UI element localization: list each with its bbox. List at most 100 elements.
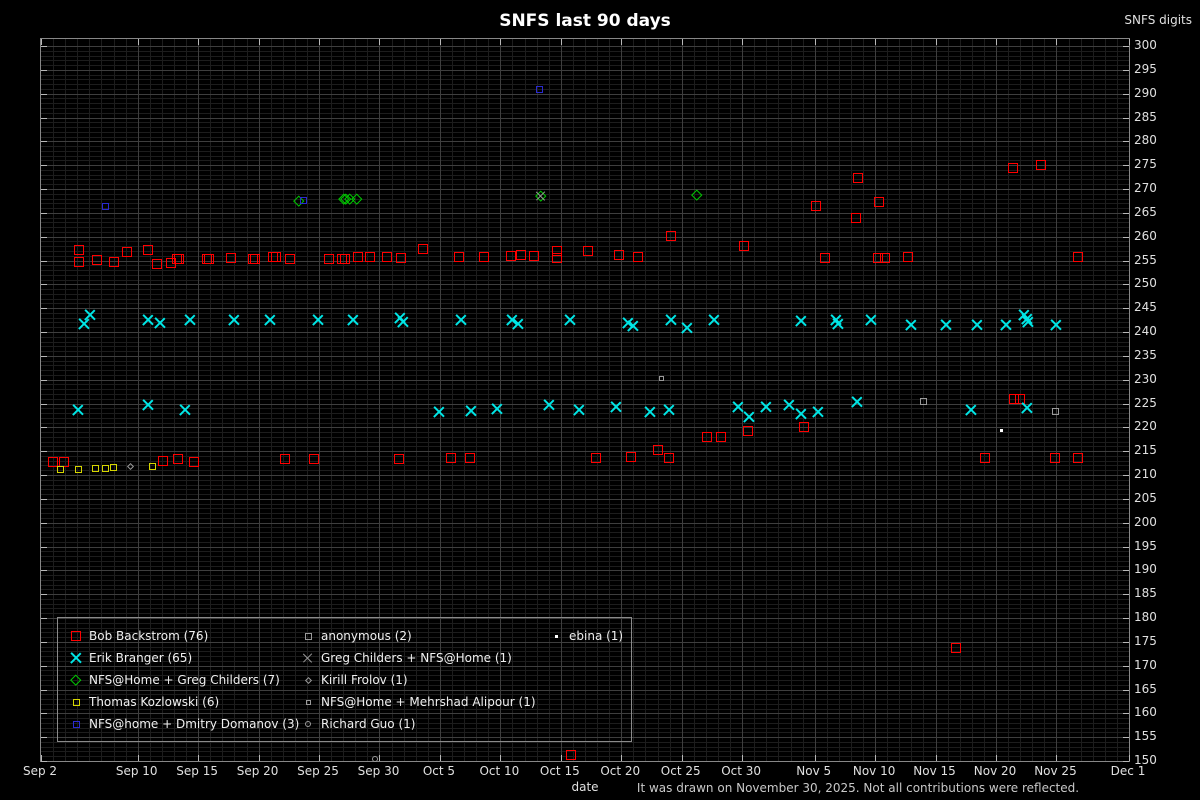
gridline-minor-h — [41, 131, 1129, 133]
gridline-major-h — [41, 332, 1129, 333]
gridline-minor-h — [41, 79, 1129, 81]
tick-right — [1123, 594, 1129, 596]
point-erik-branger — [456, 315, 466, 325]
x-tick-label: Oct 20 — [600, 764, 641, 778]
gridline-minor-h — [41, 222, 1129, 224]
gridline-minor-h — [41, 565, 1129, 567]
tick-bottom — [621, 755, 623, 761]
gridline-minor-h — [41, 150, 1129, 152]
y-tick-label: 260 — [1134, 228, 1157, 243]
y-tick-label: 220 — [1134, 419, 1157, 434]
tick-right — [1123, 46, 1129, 47]
tick-right — [1123, 570, 1129, 572]
tick-left — [41, 522, 47, 524]
point-bob-backstrom — [902, 251, 913, 262]
point-bob-backstrom — [1008, 162, 1019, 173]
point-bob-backstrom — [663, 452, 674, 463]
point-erik-branger — [574, 405, 584, 415]
tick-bottom — [439, 755, 441, 761]
point-erik-branger — [812, 407, 822, 417]
point-bob-backstrom — [478, 251, 489, 262]
point-bob-backstrom — [73, 256, 84, 267]
point-anonymous — [1051, 407, 1059, 415]
point-bob-backstrom — [270, 251, 281, 262]
point-erik-branger — [644, 407, 654, 417]
tick-right — [1123, 236, 1129, 238]
gridline-minor-h — [41, 484, 1129, 486]
point-bob-backstrom — [280, 453, 291, 464]
gridline-minor-h — [41, 327, 1129, 329]
point-bob-backstrom — [872, 253, 883, 264]
point-bob-backstrom — [565, 750, 576, 761]
gridline-minor-v — [705, 39, 707, 761]
gridline-minor-v — [971, 39, 973, 761]
point-bob-backstrom — [446, 452, 457, 463]
tick-top — [742, 39, 744, 45]
tick-right — [1123, 641, 1129, 643]
gridline-minor-v — [778, 39, 780, 761]
gridline-minor-h — [41, 217, 1129, 219]
point-bob-backstrom — [309, 453, 320, 464]
point-bob-backstrom — [339, 253, 350, 264]
x-tick-label: Oct 30 — [721, 764, 762, 778]
gridline-minor-h — [41, 112, 1129, 114]
tick-left — [41, 165, 47, 167]
point-bob-backstrom — [880, 253, 890, 264]
point-erik-branger — [866, 315, 876, 325]
gridline-major-v — [875, 39, 877, 761]
point-ebina — [999, 429, 1003, 433]
tick-left — [41, 451, 47, 453]
gridline-minor-h — [41, 470, 1129, 472]
gridline-minor-h — [41, 227, 1129, 229]
tick-left — [41, 355, 47, 357]
x-tick-label: Nov 10 — [852, 764, 896, 778]
point-bob-backstrom — [158, 456, 169, 467]
tick-bottom — [500, 755, 502, 761]
tick-bottom — [935, 755, 937, 761]
point-bob-backstrom — [506, 250, 517, 261]
legend-box: Bob Backstrom (76) Erik Branger (65) NFS@H… — [57, 617, 632, 742]
gridline-major-h — [41, 355, 1129, 357]
gridline-minor-h — [41, 179, 1129, 181]
point-erik-branger — [1021, 403, 1031, 413]
y-tick-label: 240 — [1134, 324, 1157, 338]
legend-marker-0-0 — [71, 631, 81, 641]
gridline-minor-h — [41, 455, 1129, 457]
tick-bottom — [137, 755, 139, 761]
tick-right — [1123, 475, 1129, 476]
legend-marker-0-4 — [72, 720, 80, 728]
point-erik-branger — [1001, 319, 1011, 329]
point-erik-branger — [85, 310, 95, 320]
tick-left — [41, 46, 47, 47]
legend-label: Thomas Kozlowski (6) — [89, 695, 220, 709]
y-tick-label: 165 — [1134, 681, 1157, 696]
point-erik-branger — [1050, 319, 1060, 329]
gridline-minor-h — [41, 584, 1129, 586]
tick-top — [500, 39, 502, 45]
point-erik-branger — [743, 411, 753, 421]
gridline-minor-h — [41, 751, 1129, 753]
point-erik-branger — [664, 405, 674, 415]
legend-marker-0-2 — [70, 674, 82, 686]
point-nfs-home-dmitry-domanov — [101, 202, 109, 210]
gridline-minor-v — [1116, 39, 1118, 761]
tick-right — [1123, 427, 1129, 429]
tick-right — [1123, 522, 1129, 524]
gridline-minor-h — [41, 184, 1129, 186]
gridline-minor-v — [802, 39, 804, 761]
gridline-minor-h — [41, 422, 1129, 424]
tick-right — [1123, 355, 1129, 357]
point-erik-branger — [852, 397, 862, 407]
point-bob-backstrom — [418, 243, 429, 254]
point-erik-branger — [627, 321, 637, 331]
gridline-major-h — [41, 427, 1129, 429]
point-anonymous — [920, 398, 928, 406]
tick-left — [41, 141, 47, 143]
tick-top — [996, 39, 998, 45]
gridline-minor-h — [41, 312, 1129, 314]
tick-right — [1123, 546, 1129, 548]
gridline-major-h — [41, 212, 1129, 214]
tick-left — [41, 212, 47, 214]
y-axis-title: SNFS digits — [1124, 13, 1192, 27]
gridline-minor-h — [41, 98, 1129, 100]
